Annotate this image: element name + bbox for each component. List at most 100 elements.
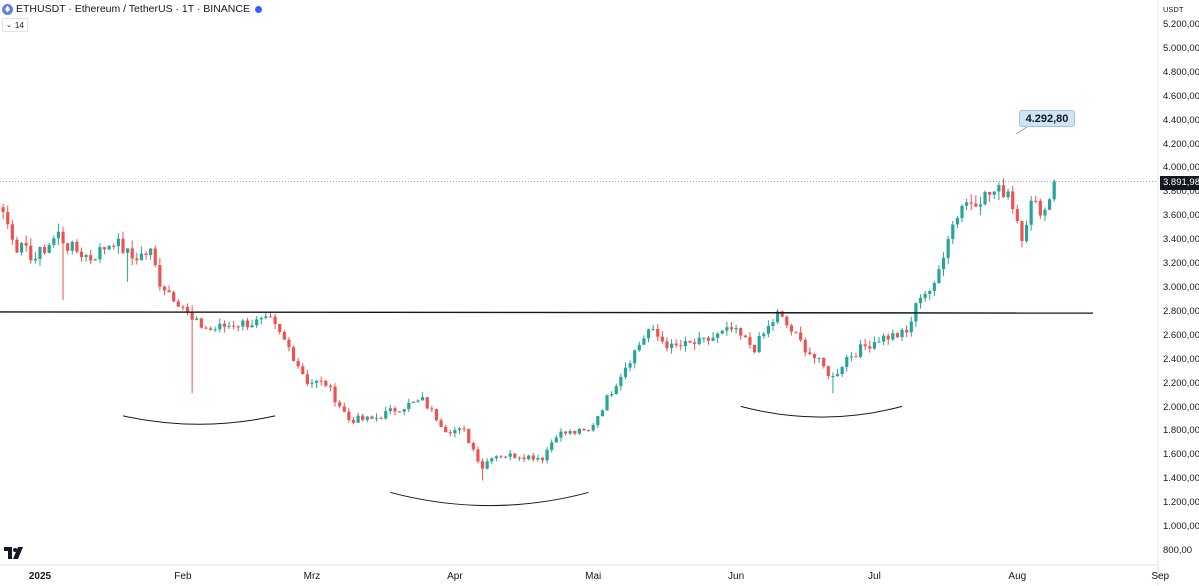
- price-tick-label: 2.200,00: [1163, 377, 1199, 389]
- candle: [872, 336, 877, 350]
- candle-body: [310, 382, 314, 384]
- candle-body: [895, 333, 900, 338]
- candle: [227, 321, 231, 330]
- candle-body: [656, 328, 660, 337]
- candle-body: [139, 253, 144, 261]
- candle: [116, 233, 120, 254]
- neckline-trendline[interactable]: [0, 311, 1094, 314]
- candle-body: [485, 461, 489, 469]
- candle-body: [227, 325, 231, 327]
- candle: [559, 428, 563, 442]
- candle: [176, 299, 180, 308]
- candle-body: [674, 343, 678, 346]
- price-tick-label: 2.400,00: [1163, 353, 1199, 365]
- candle-body: [776, 311, 780, 323]
- candle: [669, 339, 674, 354]
- target-price-callout[interactable]: 4.292,80: [1019, 110, 1075, 127]
- candle-body: [983, 191, 987, 205]
- candle: [900, 327, 904, 342]
- indicator-toggle[interactable]: ⌄ 14: [2, 18, 28, 32]
- candle: [112, 243, 116, 250]
- time-tick-label: Jun: [728, 571, 745, 582]
- candle-body: [135, 258, 139, 261]
- candle-body: [794, 331, 798, 333]
- candle: [623, 362, 628, 380]
- candle-body: [868, 346, 872, 349]
- candle: [932, 280, 936, 297]
- candle-body: [531, 455, 535, 460]
- candle-body: [444, 426, 448, 433]
- candle-body: [112, 245, 116, 247]
- candle: [273, 313, 277, 329]
- candle: [946, 235, 950, 265]
- candle: [766, 320, 770, 338]
- rounded-bottom-arc[interactable]: [740, 405, 903, 418]
- tradingview-logo-icon[interactable]: [4, 547, 24, 559]
- candle-body: [826, 366, 830, 376]
- candle: [33, 252, 37, 264]
- candle: [1001, 178, 1006, 198]
- candle-body: [716, 333, 720, 338]
- candle-body: [351, 419, 356, 423]
- rounded-bottom-arc[interactable]: [390, 491, 589, 507]
- candle-body: [554, 437, 558, 443]
- candle: [6, 205, 10, 229]
- candle: [983, 190, 987, 206]
- candle-body: [771, 322, 775, 326]
- candle-body: [273, 316, 277, 325]
- candle: [803, 337, 807, 357]
- chevron-down-icon: ⌄: [6, 22, 12, 29]
- rounded-bottom-arc[interactable]: [122, 415, 276, 425]
- candle-body: [494, 456, 498, 459]
- candle: [905, 325, 909, 338]
- price-tick-label: 2.800,00: [1163, 305, 1199, 317]
- candle: [232, 320, 236, 330]
- candle-body: [144, 253, 148, 255]
- time-tick-label: Apr: [447, 571, 463, 582]
- candle: [688, 340, 692, 344]
- candle: [347, 407, 351, 423]
- candle: [19, 241, 24, 256]
- callout-pointer: [1015, 126, 1028, 135]
- candle: [646, 328, 651, 343]
- candle: [642, 335, 646, 346]
- candle: [1047, 198, 1052, 210]
- candle-body: [374, 417, 379, 419]
- candle-body: [328, 385, 333, 387]
- drawings-group[interactable]: [0, 126, 1094, 507]
- candle-body: [992, 191, 996, 195]
- candle: [988, 191, 992, 202]
- symbol-title: ETHUSDT · Ethereum / TetherUS · 1T · BIN…: [16, 3, 250, 15]
- candle-body: [918, 297, 923, 304]
- candle: [453, 426, 457, 438]
- candle-body: [324, 380, 328, 386]
- candle-body: [872, 342, 877, 349]
- candle: [457, 427, 462, 434]
- candle: [679, 339, 683, 351]
- candle: [951, 220, 955, 245]
- symbol-header[interactable]: ETHUSDT · Ethereum / TetherUS · 1T · BIN…: [2, 2, 262, 16]
- candle: [858, 339, 863, 359]
- candle-body: [490, 458, 494, 462]
- price-tick-label: 2.600,00: [1163, 329, 1199, 341]
- last-price-tag: 3.891,98: [1160, 176, 1199, 190]
- candle-body: [15, 239, 19, 253]
- candle-body: [891, 333, 895, 340]
- candle-body: [245, 320, 250, 328]
- candle-body: [669, 343, 674, 349]
- candle: [845, 354, 849, 372]
- candle-body: [185, 306, 190, 312]
- candle-body: [319, 380, 323, 382]
- candle: [965, 198, 969, 210]
- candle-body: [886, 335, 890, 340]
- candle-body: [785, 316, 789, 326]
- candle-body: [573, 431, 577, 434]
- candle: [1015, 204, 1019, 224]
- candle-body: [563, 431, 568, 434]
- candle: [877, 337, 881, 343]
- candle-body: [932, 283, 936, 292]
- candle-body: [596, 416, 600, 426]
- candle-body: [1043, 209, 1047, 216]
- candle-body: [434, 409, 439, 421]
